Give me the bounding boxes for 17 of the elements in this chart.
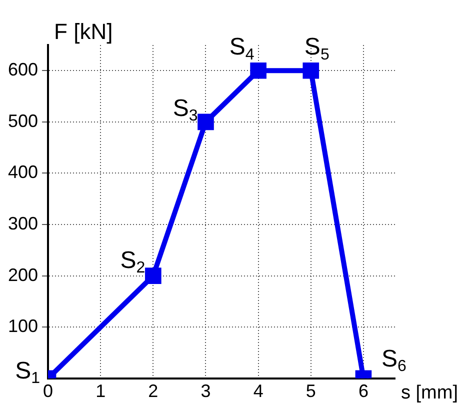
y-tick-label: 200 bbox=[8, 264, 38, 285]
y-tick-label: 100 bbox=[8, 316, 38, 336]
y-tick-label: 400 bbox=[8, 162, 38, 182]
x-tick-label: 4 bbox=[253, 381, 264, 402]
x-tick-label: 5 bbox=[306, 381, 316, 402]
x-tick-label: 2 bbox=[148, 381, 158, 402]
point bbox=[250, 62, 266, 79]
x-tick-label: 0 bbox=[43, 381, 54, 402]
y-tick-label: 300 bbox=[8, 213, 38, 234]
y-tick-label: 600 bbox=[8, 60, 38, 80]
point bbox=[302, 62, 320, 79]
x-axis-title: s [mm] bbox=[401, 382, 458, 404]
y-axis-title: F [kN] bbox=[54, 19, 113, 44]
x-tick-label: 1 bbox=[96, 381, 106, 402]
x-tick-label: 6 bbox=[358, 381, 368, 402]
x-tick-label: 3 bbox=[200, 381, 211, 402]
y-tick-label: 500 bbox=[8, 110, 38, 131]
